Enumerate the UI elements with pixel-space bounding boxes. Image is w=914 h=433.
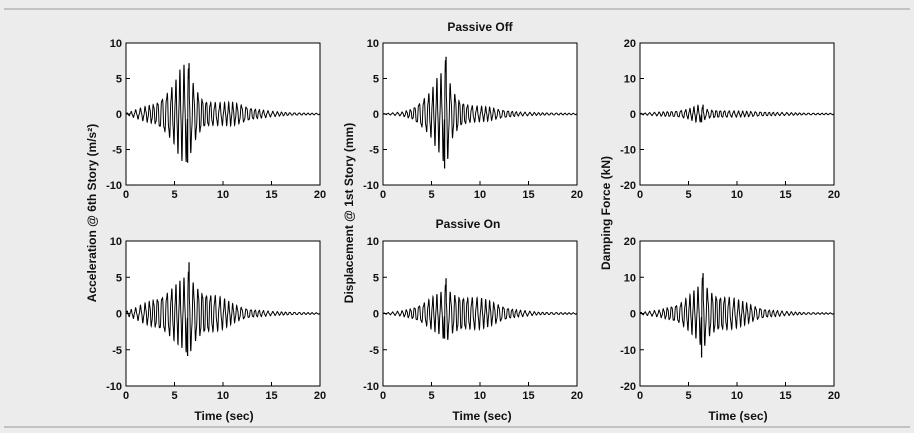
ytick-label-force-on-4: 20 <box>624 236 636 248</box>
ytick-label-force-off-4: 20 <box>624 38 636 50</box>
ylabel-acceleration: Acceleration @ 6th Story (m/s²) <box>85 124 99 302</box>
xlabel-acceleration: Time (sec) <box>194 409 253 423</box>
ytick-label-force-off-0: -20 <box>620 180 636 192</box>
signal-line-disp-on <box>382 278 578 340</box>
xtick-label-acc-off-0: 0 <box>123 189 129 201</box>
ytick-label-acc-on-4: 10 <box>110 236 122 248</box>
panel-disp-on: 0 5 10 15 20 -10 -5 0 5 10 <box>363 236 583 402</box>
xtick-label-acc-on-2: 10 <box>217 390 229 402</box>
xtick-label-disp-on-3: 15 <box>522 390 534 402</box>
xtick-label-force-on-4: 20 <box>828 390 840 402</box>
ytick-label-acc-off-1: -5 <box>112 145 122 157</box>
xtick-label-force-off-3: 15 <box>779 189 791 201</box>
ytick-label-acc-on-3: 5 <box>116 272 122 284</box>
panel-force-off: 0 5 10 15 20 -20 -10 0 10 20 <box>620 38 840 201</box>
xlabel-damping-force: Time (sec) <box>708 409 767 423</box>
xtick-label-force-off-1: 5 <box>685 189 691 201</box>
ytick-label-acc-on-2: 0 <box>116 309 122 321</box>
ytick-label-force-off-2: 0 <box>630 109 636 121</box>
ytick-label-disp-off-4: 10 <box>367 38 379 50</box>
ylabel-displacement: Displacement @ 1st Story (mm) <box>342 123 356 303</box>
ytick-label-disp-on-2: 0 <box>373 309 379 321</box>
ytick-label-disp-off-3: 5 <box>373 74 379 86</box>
ytick-label-disp-off-0: -10 <box>363 180 379 192</box>
xtick-label-force-off-4: 20 <box>828 189 840 201</box>
ytick-label-force-on-0: -20 <box>620 381 636 393</box>
ytick-label-force-off-3: 10 <box>624 74 636 86</box>
xtick-label-force-on-0: 0 <box>637 390 643 402</box>
signal-line-force-on <box>639 273 835 358</box>
xtick-label-disp-off-3: 15 <box>522 189 534 201</box>
title-passive-off: Passive Off <box>447 20 513 34</box>
xtick-label-disp-on-4: 20 <box>571 390 583 402</box>
ylabel-damping-force: Damping Force (kN) <box>599 156 613 270</box>
xtick-label-disp-off-4: 20 <box>571 189 583 201</box>
xtick-label-disp-on-2: 10 <box>474 390 486 402</box>
signal-line-disp-off <box>382 56 578 169</box>
xtick-label-force-off-0: 0 <box>637 189 643 201</box>
ytick-label-disp-on-3: 5 <box>373 272 379 284</box>
xtick-label-disp-off-2: 10 <box>474 189 486 201</box>
ytick-label-acc-off-2: 0 <box>116 109 122 121</box>
signal-line-acc-on <box>125 262 321 357</box>
xtick-label-acc-off-2: 10 <box>217 189 229 201</box>
ytick-label-acc-off-3: 5 <box>116 74 122 86</box>
panel-force-on: 0 5 10 15 20 -20 -10 0 10 20 <box>620 236 840 402</box>
panel-disp-off: 0 5 10 15 20 -10 -5 0 5 10 <box>363 38 583 201</box>
panel-acc-off: 0 5 10 15 20 -10 -5 0 5 10 <box>106 38 326 201</box>
xtick-label-disp-on-1: 5 <box>428 390 434 402</box>
xtick-label-acc-on-0: 0 <box>123 390 129 402</box>
ytick-label-acc-on-0: -10 <box>106 381 122 393</box>
xtick-label-force-on-2: 10 <box>731 390 743 402</box>
xtick-label-acc-on-3: 15 <box>265 390 277 402</box>
xtick-label-force-on-1: 5 <box>685 390 691 402</box>
ytick-label-force-on-1: -10 <box>620 345 636 357</box>
xtick-label-acc-off-3: 15 <box>265 189 277 201</box>
xtick-label-force-off-2: 10 <box>731 189 743 201</box>
xtick-label-acc-on-1: 5 <box>171 390 177 402</box>
ytick-label-acc-off-4: 10 <box>110 38 122 50</box>
ytick-label-force-off-1: -10 <box>620 145 636 157</box>
ytick-label-force-on-2: 0 <box>630 309 636 321</box>
ytick-label-disp-on-0: -10 <box>363 381 379 393</box>
title-passive-on: Passive On <box>436 217 501 231</box>
panel-acc-on: 0 5 10 15 20 -10 -5 0 5 10 <box>106 236 326 402</box>
xtick-label-acc-on-4: 20 <box>314 390 326 402</box>
xtick-label-acc-off-4: 20 <box>314 189 326 201</box>
xtick-label-force-on-3: 15 <box>779 390 791 402</box>
xtick-label-disp-off-0: 0 <box>380 189 386 201</box>
ytick-label-acc-off-0: -10 <box>106 180 122 192</box>
signal-line-acc-off <box>125 63 321 163</box>
ytick-label-force-on-3: 10 <box>624 272 636 284</box>
ytick-label-disp-on-4: 10 <box>367 236 379 248</box>
xtick-label-disp-on-0: 0 <box>380 390 386 402</box>
signal-line-force-off <box>639 104 835 124</box>
ytick-label-acc-on-1: -5 <box>112 345 122 357</box>
xlabel-displacement: Time (sec) <box>452 409 511 423</box>
ytick-label-disp-off-2: 0 <box>373 109 379 121</box>
xtick-label-acc-off-1: 5 <box>171 189 177 201</box>
ytick-label-disp-off-1: -5 <box>369 145 379 157</box>
ytick-label-disp-on-1: -5 <box>369 345 379 357</box>
xtick-label-disp-off-1: 5 <box>428 189 434 201</box>
